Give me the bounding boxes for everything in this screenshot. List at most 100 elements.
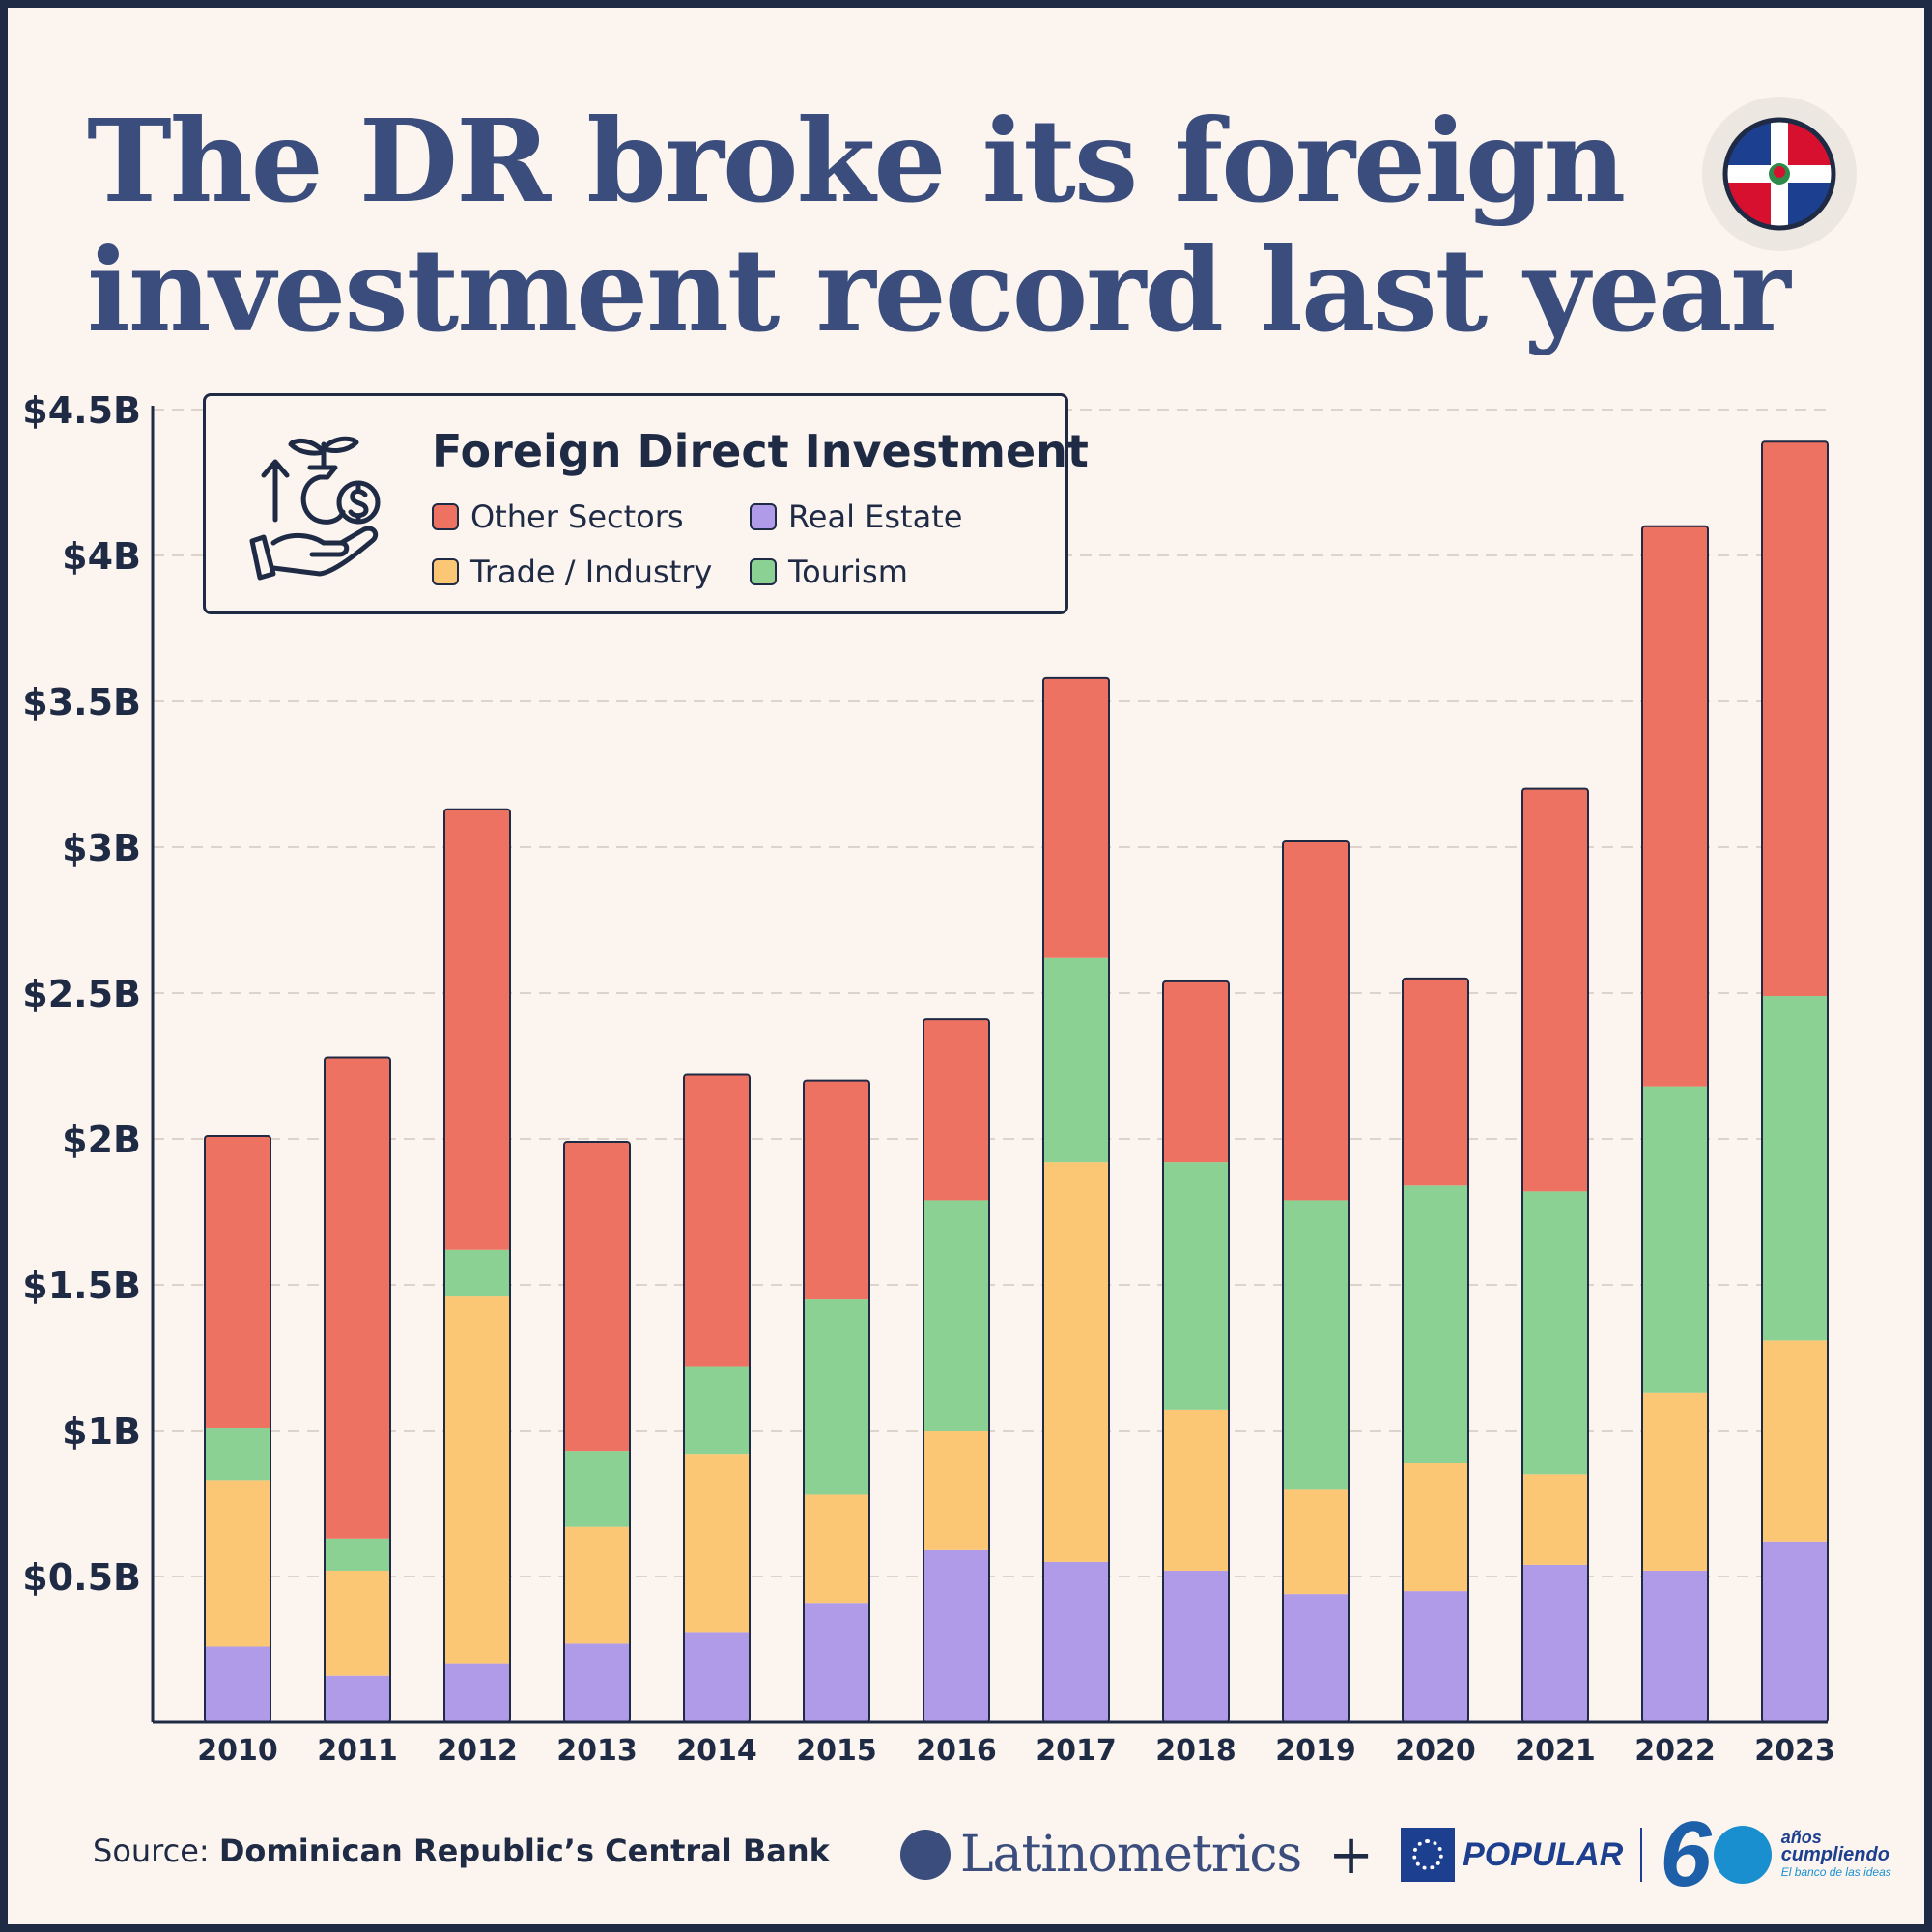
bar-segment-trade-industry-2013 bbox=[564, 1526, 630, 1644]
page-title: The DR broke its foreign investment reco… bbox=[87, 97, 1791, 357]
x-tick-label: 2020 bbox=[1395, 1734, 1476, 1768]
y-tick-label: $3B bbox=[62, 827, 141, 869]
y-tick-label: $2.5B bbox=[22, 973, 141, 1015]
source-name: Dominican Republic’s Central Bank bbox=[218, 1833, 830, 1869]
bar-segment-tourism-2017 bbox=[1043, 957, 1109, 1163]
legend-label-real-estate: Real Estate bbox=[788, 498, 963, 535]
bar-segment-trade-industry-2010 bbox=[205, 1480, 270, 1647]
bar-segment-trade-industry-2012 bbox=[444, 1296, 510, 1664]
legend-item-tourism: Tourism bbox=[750, 554, 908, 590]
bar-segment-real-estate-2011 bbox=[325, 1675, 390, 1722]
bar-segment-other-sectors-2011 bbox=[325, 1057, 390, 1539]
investment-hand-plant-icon bbox=[242, 423, 387, 587]
legend-label-other-sectors: Other Sectors bbox=[470, 498, 684, 535]
bar-segment-tourism-2019 bbox=[1283, 1200, 1349, 1490]
anniversary-line-1: años bbox=[1780, 1828, 1822, 1847]
bar-segment-tourism-2013 bbox=[564, 1451, 630, 1527]
bar-segment-other-sectors-2019 bbox=[1283, 840, 1349, 1201]
popular-logo-icon bbox=[1401, 1828, 1456, 1882]
legend-item-other-sectors: Other Sectors bbox=[432, 498, 684, 535]
bar-segment-other-sectors-2012 bbox=[444, 809, 510, 1250]
title-line-2: investment record last year bbox=[87, 223, 1791, 357]
bar-segment-tourism-2011 bbox=[325, 1538, 390, 1571]
x-tick-label: 2018 bbox=[1155, 1734, 1236, 1768]
bar-segment-tourism-2010 bbox=[205, 1427, 270, 1481]
bar-segment-trade-industry-2017 bbox=[1043, 1162, 1109, 1562]
latinometrics-wordmark: Latinometrics bbox=[960, 1826, 1302, 1884]
legend-item-real-estate: Real Estate bbox=[750, 498, 962, 535]
source-prefix: Source: bbox=[93, 1833, 210, 1869]
bar-segment-trade-industry-2018 bbox=[1163, 1409, 1229, 1571]
anniversary-tagline: años cumpliendo El banco de las ideas bbox=[1781, 1829, 1891, 1881]
x-tick-label: 2011 bbox=[317, 1734, 398, 1768]
bar-segment-other-sectors-2013 bbox=[564, 1142, 630, 1452]
bar-segment-tourism-2021 bbox=[1522, 1191, 1588, 1475]
bar-segment-other-sectors-2023 bbox=[1762, 441, 1828, 997]
anniversary-line-3: El banco de las ideas bbox=[1780, 1865, 1891, 1879]
sixty-years-digit: 6 bbox=[1660, 1803, 1712, 1906]
legend: Foreign Direct Investment Other Sectors … bbox=[203, 393, 1089, 614]
bar-segment-other-sectors-2015 bbox=[804, 1080, 869, 1300]
bar-segment-other-sectors-2017 bbox=[1043, 677, 1109, 958]
y-tick-label: $1B bbox=[62, 1410, 141, 1453]
x-tick-label: 2023 bbox=[1754, 1734, 1835, 1768]
bar-segment-trade-industry-2015 bbox=[804, 1494, 869, 1604]
bar-segment-trade-industry-2023 bbox=[1762, 1340, 1828, 1542]
bar-segment-tourism-2015 bbox=[804, 1299, 869, 1495]
bar-segment-other-sectors-2010 bbox=[205, 1135, 270, 1428]
bar-segment-real-estate-2013 bbox=[564, 1643, 630, 1722]
x-tick-label: 2022 bbox=[1634, 1734, 1716, 1768]
y-tick-label: $0.5B bbox=[22, 1556, 141, 1599]
bars bbox=[204, 440, 1829, 1724]
y-tick-label: $2B bbox=[62, 1119, 141, 1161]
bar-segment-tourism-2012 bbox=[444, 1249, 510, 1297]
bar-segment-other-sectors-2022 bbox=[1642, 526, 1708, 1087]
x-tick-label: 2013 bbox=[556, 1734, 638, 1768]
bar-segment-trade-industry-2020 bbox=[1403, 1463, 1468, 1592]
bar-segment-other-sectors-2018 bbox=[1163, 980, 1229, 1163]
sixty-years-zero-icon bbox=[1713, 1826, 1772, 1884]
bar-segment-real-estate-2015 bbox=[804, 1603, 869, 1722]
x-tick-label: 2012 bbox=[437, 1734, 518, 1768]
bar-segment-real-estate-2010 bbox=[205, 1646, 270, 1722]
bar-segment-tourism-2023 bbox=[1762, 996, 1828, 1341]
bar-segment-trade-industry-2014 bbox=[684, 1454, 750, 1633]
bar-segment-real-estate-2022 bbox=[1642, 1570, 1708, 1722]
x-tick-label: 2019 bbox=[1275, 1734, 1356, 1768]
y-tick-label: $4B bbox=[62, 535, 141, 578]
x-tick-label: 2017 bbox=[1036, 1734, 1117, 1768]
x-tick-label: 2015 bbox=[796, 1734, 877, 1768]
bar-segment-trade-industry-2021 bbox=[1522, 1474, 1588, 1565]
bar-segment-real-estate-2018 bbox=[1163, 1570, 1229, 1722]
latinometrics-logo-icon bbox=[900, 1830, 951, 1880]
legend-swatch-real-estate bbox=[750, 503, 777, 530]
bar-segment-real-estate-2023 bbox=[1762, 1541, 1828, 1722]
bar-segment-tourism-2014 bbox=[684, 1366, 750, 1455]
legend-swatch-other-sectors bbox=[432, 503, 459, 530]
y-tick-label: $4.5B bbox=[22, 389, 141, 432]
bar-segment-real-estate-2012 bbox=[444, 1663, 510, 1722]
bar-segment-real-estate-2016 bbox=[923, 1549, 989, 1722]
bar-segment-other-sectors-2020 bbox=[1403, 978, 1468, 1186]
x-tick-label: 2010 bbox=[197, 1734, 278, 1768]
legend-label-tourism: Tourism bbox=[788, 554, 908, 590]
y-tick-labels: $0.5B $1B $1.5B $2B $2.5B $3B $3.5B $4B $4.5B bbox=[22, 389, 141, 1599]
popular-wordmark: POPULAR bbox=[1463, 1835, 1624, 1873]
brand-divider bbox=[1640, 1828, 1643, 1882]
legend-label-trade-industry: Trade / Industry bbox=[470, 554, 713, 590]
bar-segment-real-estate-2019 bbox=[1283, 1594, 1349, 1722]
legend-item-trade-industry: Trade / Industry bbox=[432, 554, 712, 590]
legend-swatch-tourism bbox=[750, 558, 777, 585]
bar-segment-real-estate-2017 bbox=[1043, 1561, 1109, 1722]
x-tick-label: 2016 bbox=[916, 1734, 997, 1768]
source-note: Source: Dominican Republic’s Central Ban… bbox=[93, 1833, 830, 1869]
bar-segment-trade-industry-2019 bbox=[1283, 1489, 1349, 1595]
legend-title: Foreign Direct Investment bbox=[432, 425, 1089, 477]
x-tick-label: 2014 bbox=[676, 1734, 757, 1768]
bar-segment-trade-industry-2022 bbox=[1642, 1392, 1708, 1571]
bar-segment-tourism-2016 bbox=[923, 1200, 989, 1431]
plus-sign: + bbox=[1328, 1823, 1375, 1887]
brand-logos: Latinometrics + POPULAR 6 años cumpliend… bbox=[900, 1803, 1891, 1906]
y-tick-label: $3.5B bbox=[22, 681, 141, 724]
